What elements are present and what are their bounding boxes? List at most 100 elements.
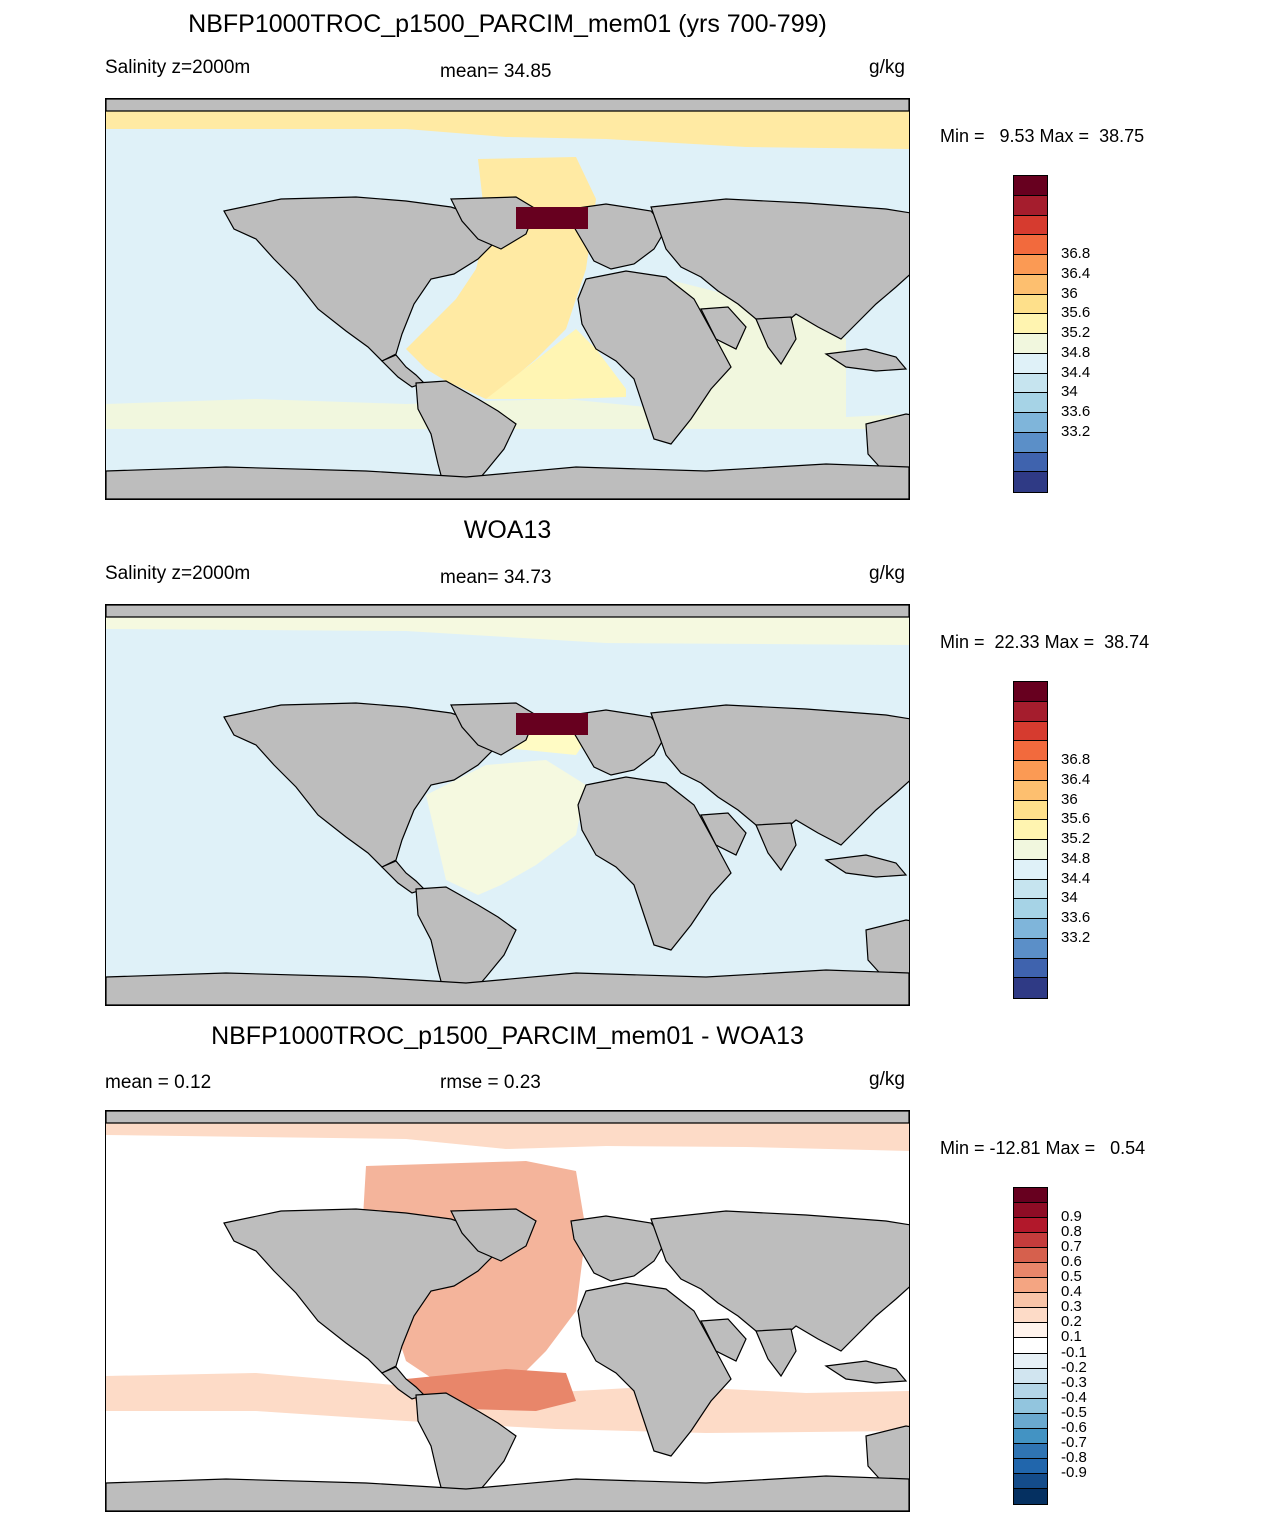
- colorbar-box: [1014, 938, 1047, 959]
- variable-label: Salinity z=2000m: [105, 563, 251, 584]
- colorbar-box: [1014, 1338, 1047, 1354]
- colorbar-tick-label: 34.4: [1061, 869, 1091, 887]
- colorbar-box: [1014, 682, 1047, 702]
- colorbar-box: [1014, 1458, 1047, 1474]
- colorbar-tick-label: 36.4: [1061, 264, 1091, 282]
- mean-label: mean= 34.85: [440, 61, 552, 82]
- colorbar-tick-label: -0.9: [1061, 1463, 1087, 1481]
- colorbar-box: [1014, 432, 1047, 453]
- colorbar-tick-label: 36: [1061, 790, 1078, 808]
- units-label: g/kg: [869, 1069, 905, 1090]
- colorbar-box: [1014, 820, 1047, 840]
- colorbar-tick-label: 33.2: [1061, 928, 1091, 946]
- salinity-difference-map: [105, 1110, 910, 1512]
- colorbar-tick-label: 35.6: [1061, 810, 1091, 828]
- rmse-label: rmse = 0.23: [440, 1072, 541, 1093]
- colorbar-box: [1014, 413, 1047, 433]
- colorbar-tick-label: 36.8: [1061, 245, 1091, 262]
- colorbar-tick-label: 33.6: [1061, 403, 1091, 420]
- colorbar-tick-label: 34.4: [1061, 363, 1091, 381]
- colorbar-box: [1014, 1263, 1047, 1279]
- colorbar-tick-label: 35.2: [1061, 324, 1091, 341]
- colorbar-tick-label: 36: [1061, 284, 1078, 302]
- colorbar-tick-label: 0.7: [1061, 1238, 1082, 1256]
- colorbar-tick-label: -0.1: [1061, 1343, 1087, 1361]
- salinity-map: [105, 604, 910, 1006]
- colorbar-box: [1014, 373, 1047, 394]
- colorbar-box: [1014, 1398, 1047, 1414]
- colorbar-box: [1014, 958, 1047, 979]
- colorbar-tick-label: 34: [1061, 383, 1078, 401]
- colorbar-box: [1014, 353, 1047, 374]
- colorbar-box: [1014, 294, 1047, 315]
- colorbar-tick-label: 0.2: [1061, 1313, 1082, 1331]
- colorbar-box: [1014, 1203, 1047, 1219]
- colorbar-box: [1014, 1188, 1047, 1204]
- colorbar-box: [1014, 274, 1047, 295]
- colorbar-tick-label: -0.7: [1061, 1433, 1087, 1451]
- colorbar-tick-label: 0.8: [1061, 1223, 1082, 1241]
- panel-title: NBFP1000TROC_p1500_PARCIM_mem01 - WOA13: [211, 1022, 804, 1050]
- colorbar-box: [1014, 800, 1047, 821]
- colorbar-box: [1014, 978, 1047, 998]
- colorbar-tick-label: 34.8: [1061, 343, 1091, 361]
- colorbar-box: [1014, 1368, 1047, 1384]
- colorbar-tick-label: 34.8: [1061, 849, 1091, 867]
- colorbar-tick-label: 33.6: [1061, 909, 1091, 926]
- colorbar-tick-label: -0.4: [1061, 1388, 1087, 1406]
- colorbar-box: [1014, 701, 1047, 722]
- colorbar-tick-label: -0.5: [1061, 1403, 1087, 1421]
- colorbar-box: [1014, 1293, 1047, 1309]
- colorbar-box: [1014, 840, 1047, 860]
- colorbar-box: [1014, 255, 1047, 275]
- colorbar-tick-label: 0.1: [1061, 1328, 1082, 1346]
- colorbar-box: [1014, 472, 1047, 492]
- colorbar-box: [1014, 879, 1047, 900]
- colorbar-tick-label: 33.2: [1061, 422, 1091, 440]
- colorbar-box: [1014, 1353, 1047, 1369]
- min-max-label: Min = 22.33 Max = 38.74: [940, 632, 1150, 652]
- colorbar-box: [1014, 899, 1047, 919]
- colorbar-box: [1014, 1218, 1047, 1234]
- colorbar-tick-label: 0.3: [1061, 1298, 1082, 1316]
- colorbar-tick-label: -0.3: [1061, 1373, 1087, 1391]
- colorbar-box: [1014, 195, 1047, 216]
- colorbar-box: [1014, 761, 1047, 781]
- colorbar-box: [1014, 741, 1047, 761]
- colorbar-box: [1014, 1248, 1047, 1264]
- colorbar-tick-label: 35.2: [1061, 830, 1091, 847]
- colorbar-box: [1014, 721, 1047, 742]
- world-map-svg: [106, 1111, 909, 1511]
- colorbar-box: [1014, 1413, 1047, 1429]
- colorbar-box: [1014, 393, 1047, 413]
- colorbar-box: [1014, 215, 1047, 236]
- colorbar-tick-label: 36.4: [1061, 770, 1091, 788]
- min-max-label: Min = 9.53 Max = 38.75: [940, 126, 1145, 146]
- world-map-svg: [106, 605, 909, 1005]
- colorbar-box: [1014, 1308, 1047, 1324]
- colorbar-tick-label: -0.6: [1061, 1418, 1087, 1436]
- mean-label: mean= 34.73: [440, 567, 552, 588]
- colorbar-box: [1014, 780, 1047, 801]
- colorbar-box: [1014, 919, 1047, 939]
- colorbar-box: [1014, 314, 1047, 334]
- colorbar-box: [1014, 1443, 1047, 1459]
- colorbar-box: [1014, 1233, 1047, 1249]
- colorbar-tick-label: 0.5: [1061, 1268, 1082, 1286]
- colorbar-box: [1014, 1278, 1047, 1294]
- colorbar-box: [1014, 1383, 1047, 1399]
- colorbar-tick-label: 0.9: [1061, 1208, 1082, 1226]
- salinity-map: [105, 98, 910, 500]
- colorbar-box: [1014, 235, 1047, 255]
- min-max-label: Min = -12.81 Max = 0.54: [940, 1138, 1146, 1158]
- units-label: g/kg: [869, 563, 905, 584]
- colorbar-box: [1014, 1428, 1047, 1444]
- variable-label: Salinity z=2000m: [105, 57, 251, 78]
- colorbar-tick-label: 0.4: [1061, 1283, 1082, 1301]
- colorbar-tick-label: 36.8: [1061, 751, 1091, 768]
- colorbar-tick-label: -0.8: [1061, 1448, 1087, 1466]
- panel-title: WOA13: [463, 516, 552, 544]
- colorbar-tick-label: -0.2: [1061, 1358, 1087, 1376]
- mean-label: mean = 0.12: [105, 1072, 212, 1093]
- colorbar-tick-label: 35.6: [1061, 304, 1091, 322]
